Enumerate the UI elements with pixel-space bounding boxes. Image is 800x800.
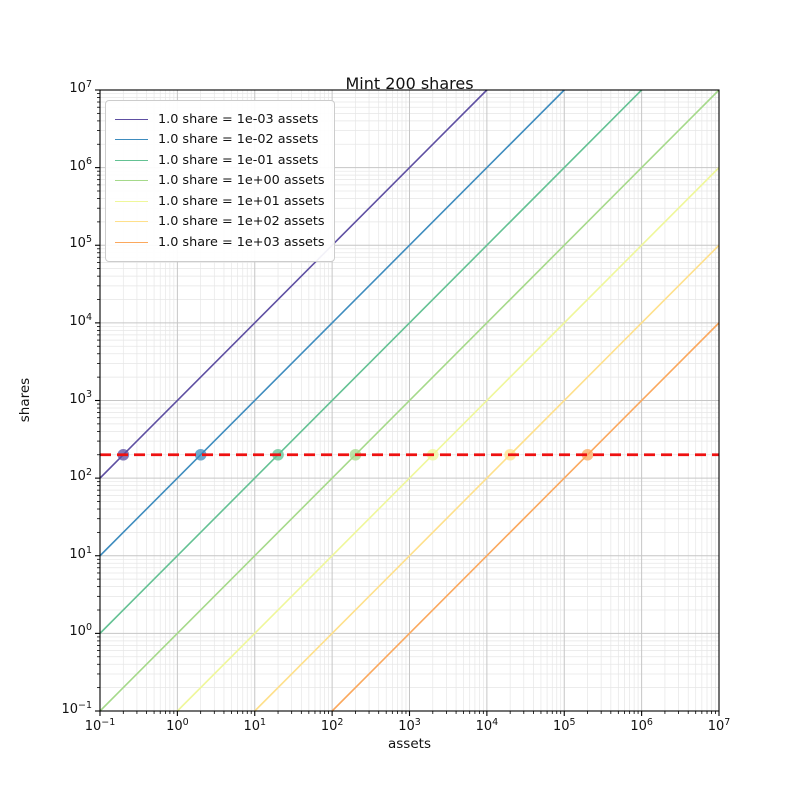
x-tick-label-1e7: 107: [707, 716, 731, 734]
x-tick-label-1e2: 102: [320, 716, 344, 734]
x-tick-label-1e4: 104: [475, 716, 499, 734]
legend-item-label: 1.0 share = 1e-03 assets: [158, 111, 319, 127]
series-line-4: [176, 167, 720, 712]
x-tick-label-1e-1: 10−1: [84, 716, 116, 734]
y-tick-label-1e6: 106: [69, 156, 92, 174]
legend-item-3: 1.0 share = 1e+00 assets: [115, 171, 325, 192]
x-tick-label-1e6: 106: [630, 716, 653, 734]
legend-item-0: 1.0 share = 1e-03 assets: [115, 109, 325, 130]
legend-item-5: 1.0 share = 1e+02 assets: [115, 212, 325, 233]
legend-item-6: 1.0 share = 1e+03 assets: [115, 232, 325, 253]
legend-item-1: 1.0 share = 1e-02 assets: [115, 130, 325, 151]
legend-item-label: 1.0 share = 1e-02 assets: [158, 132, 319, 148]
series-line-0: [99, 89, 488, 479]
legend-line-swatch: [115, 118, 148, 120]
legend-item-2: 1.0 share = 1e-01 assets: [115, 150, 325, 171]
legend: 1.0 share = 1e-03 assets 1.0 share = 1e-0…: [105, 100, 335, 262]
legend-line-swatch: [115, 139, 148, 141]
legend-line-swatch: [115, 241, 148, 243]
y-tick-label-1e2: 102: [69, 466, 92, 485]
y-tick-label-1e4: 104: [69, 311, 92, 329]
legend-item-label: 1.0 share = 1e-01 assets: [158, 152, 319, 168]
series-line-3: [99, 89, 720, 712]
legend-item-label: 1.0 share = 1e+01 assets: [158, 193, 325, 209]
y-tick-label-1e7: 107: [69, 78, 92, 96]
x-axis-label: assets: [388, 736, 431, 752]
x-tick-label-1e0: 100: [166, 716, 189, 734]
y-tick-label-1e1: 101: [69, 544, 92, 562]
series-line-6: [331, 322, 720, 712]
x-tick-label-1e5: 105: [552, 716, 576, 734]
series-line-2: [99, 89, 643, 634]
legend-line-swatch: [115, 200, 148, 202]
series-line-1: [99, 89, 565, 557]
legend-line-swatch: [115, 221, 148, 223]
y-tick-label-1e5: 105: [69, 234, 92, 252]
legend-item-4: 1.0 share = 1e+01 assets: [115, 191, 325, 212]
y-axis-label: shares: [17, 377, 33, 423]
y-tick-label-1e3: 103: [69, 389, 92, 407]
y-tick-label-1e-1: 10−1: [61, 699, 92, 717]
marker-dot-6: [581, 448, 594, 461]
legend-item-label: 1.0 share = 1e+02 assets: [158, 214, 325, 230]
marker-dot-1: [194, 448, 207, 461]
legend-line-swatch: [115, 180, 148, 182]
chart-title: Mint 200 shares: [345, 74, 474, 93]
legend-item-label: 1.0 share = 1e+03 assets: [158, 234, 325, 250]
series-line-5: [254, 244, 720, 712]
legend-item-label: 1.0 share = 1e+00 assets: [158, 173, 325, 189]
x-tick-label-1e1: 101: [243, 716, 267, 734]
legend-line-swatch: [115, 159, 148, 161]
x-tick-label-1e3: 103: [398, 716, 421, 734]
y-tick-label-1e0: 100: [69, 622, 92, 640]
